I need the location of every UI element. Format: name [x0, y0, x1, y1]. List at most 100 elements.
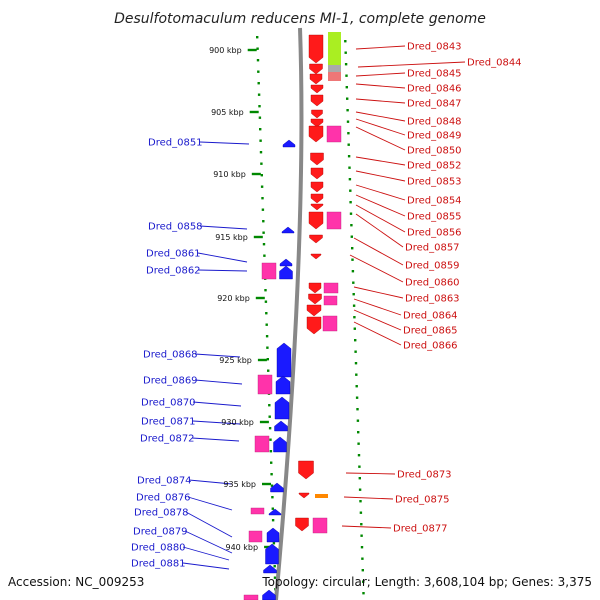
track-tick — [271, 519, 275, 522]
track-tick — [353, 316, 356, 319]
track-tick — [260, 162, 263, 165]
gene-label-dred-0876: Dred_0876 — [136, 493, 191, 504]
track-tick — [258, 105, 261, 108]
track-tick — [358, 465, 361, 468]
track-tick — [348, 166, 351, 169]
gene-label-dred-0849: Dred_0849 — [407, 131, 462, 142]
reverse-gene-arrow — [262, 589, 276, 600]
gene-label-dred-0875: Dred_0875 — [395, 495, 450, 506]
track-tick — [346, 109, 349, 112]
leader-line — [188, 479, 233, 485]
reverse-gene-arrow — [263, 564, 277, 574]
forward-gene-arrow — [310, 253, 322, 260]
gene-label-dred-0864: Dred_0864 — [403, 311, 458, 322]
track-tick — [265, 312, 268, 315]
leader-line — [192, 420, 241, 425]
track-tick — [268, 427, 272, 430]
gene-label-dred-0870: Dred_0870 — [141, 398, 196, 409]
cds-box — [322, 315, 338, 332]
track-tick — [257, 70, 260, 73]
track-tick — [349, 201, 352, 204]
map-title: Desulfotomaculum reducens MI-1, complete… — [114, 11, 486, 27]
track-tick — [358, 488, 362, 491]
track-tick — [359, 511, 363, 514]
cds-box — [261, 262, 277, 280]
leader-line — [355, 118, 406, 136]
leader-line — [355, 98, 406, 104]
leader-line — [355, 45, 406, 50]
track-tick — [347, 143, 350, 146]
forward-gene-arrow — [306, 304, 322, 317]
track-tick — [256, 47, 259, 50]
track-tick — [352, 304, 356, 307]
forward-gene-arrow — [310, 84, 324, 94]
gene-label-dred-0846: Dred_0846 — [407, 84, 462, 95]
leader-line — [353, 237, 404, 266]
gene-label-dred-0853: Dred_0853 — [407, 177, 462, 188]
track-tick — [269, 450, 273, 453]
cds-box — [250, 507, 265, 515]
leader-line — [182, 562, 230, 570]
forward-gene-arrow — [310, 181, 324, 193]
cds-box — [257, 374, 273, 395]
leader-line — [355, 184, 406, 201]
cds-box — [312, 517, 328, 534]
forward-gene-arrow — [308, 125, 324, 143]
track-tick — [359, 500, 362, 503]
track-tick — [257, 82, 260, 85]
track-tick — [268, 415, 271, 418]
scale-labels: 900 kbp 905 kbp 910 kbp 915 kbp 920 kbp 925 k… — [209, 46, 258, 552]
track-tick — [260, 185, 264, 188]
track-tick — [258, 116, 262, 119]
track-tick — [348, 178, 352, 181]
gene-label-dred-0852: Dred_0852 — [407, 161, 462, 172]
track-tick — [264, 300, 268, 303]
track-tick — [357, 442, 360, 445]
track-tick — [357, 454, 361, 457]
track-tick — [265, 323, 268, 326]
forward-gene-arrow — [310, 94, 324, 107]
scale-tick — [247, 48, 257, 52]
forward-gene-arrow — [308, 282, 322, 294]
forward-gene-arrow — [309, 234, 323, 244]
reverse-gene-arrow — [270, 482, 284, 493]
reverse-gene-arrow — [275, 375, 291, 395]
track-tick — [256, 36, 259, 39]
gene-label-dred-0868: Dred_0868 — [143, 350, 198, 361]
forward-gene-arrow — [311, 109, 323, 119]
gene-label-dred-0855: Dred_0855 — [407, 212, 462, 223]
track-tick — [354, 362, 358, 365]
forward-gene-arrow — [298, 492, 310, 499]
reverse-gene-arrow — [265, 543, 279, 565]
forward-gene-arrow — [298, 460, 314, 480]
leader-line — [182, 546, 230, 561]
scale-label: 940 kbp — [225, 543, 258, 552]
reverse-gene-arrow — [279, 265, 293, 280]
leader-line — [187, 496, 233, 511]
track-tick — [350, 235, 353, 238]
reverse-gene-arrow — [282, 139, 296, 148]
gene-label-dred-0847: Dred_0847 — [407, 99, 462, 110]
leader-line — [353, 309, 402, 331]
track-tick — [345, 74, 348, 77]
track-tick — [362, 580, 365, 583]
track-tick — [265, 335, 269, 338]
reverse-gene-arrow — [274, 420, 288, 432]
leader-line — [192, 401, 242, 407]
track-tick — [261, 208, 265, 211]
track-tick — [360, 534, 363, 537]
forward-gene-arrow — [309, 63, 323, 75]
cds-box — [326, 125, 342, 143]
track-tick — [352, 281, 355, 284]
forward-gene-arrow — [310, 203, 324, 211]
gene-label-dred-0866: Dred_0866 — [403, 341, 458, 352]
scale-label: 930 kbp — [221, 418, 254, 427]
track-tick — [268, 404, 271, 407]
track-tick — [346, 97, 349, 100]
gene-label-dred-0878: Dred_0878 — [134, 508, 189, 519]
leader-line — [345, 472, 396, 475]
left-gene-labels: Dred_0851 Dred_0858 Dred_0861 Dred_0862 Dred… — [131, 138, 203, 570]
track-tick — [355, 396, 359, 399]
leader-line — [355, 194, 406, 217]
track-tick — [272, 542, 276, 545]
